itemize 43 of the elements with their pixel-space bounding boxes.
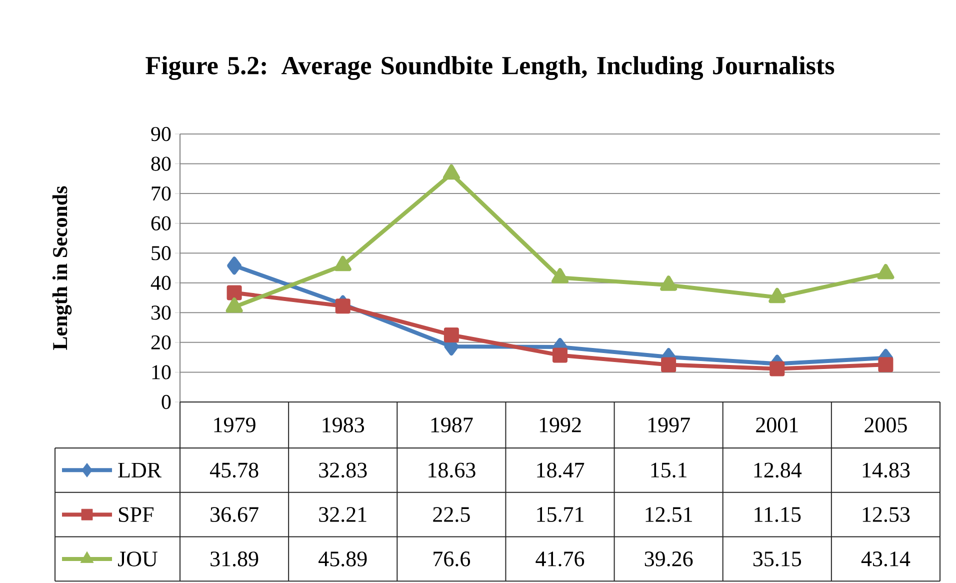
x-tick-label: 1987 bbox=[431, 418, 473, 432]
y-tick-label: 20 bbox=[151, 335, 171, 350]
data-label: 15.71 bbox=[537, 507, 584, 522]
y-tick-label: 40 bbox=[150, 276, 171, 290]
data-label: 76.6 bbox=[434, 552, 470, 566]
data-label: 45.89 bbox=[318, 552, 367, 566]
data-label: 14.83 bbox=[862, 462, 910, 478]
data-label: 31.89 bbox=[210, 552, 258, 566]
y-tick-label: 0 bbox=[162, 394, 171, 410]
x-tick-label: 2001 bbox=[756, 418, 798, 432]
y-tick-label: 30 bbox=[151, 306, 171, 320]
data-label: 45.78 bbox=[210, 462, 258, 478]
x-tick-label: 2005 bbox=[864, 418, 907, 432]
y-tick-label: 10 bbox=[152, 365, 171, 380]
data-label: 32.83 bbox=[319, 462, 367, 478]
y-tick-label: 70 bbox=[152, 186, 171, 201]
data-label: 12.84 bbox=[754, 462, 802, 478]
legend-label: SPF bbox=[119, 507, 154, 522]
y-tick-label: 80 bbox=[151, 156, 171, 171]
data-label: 36.67 bbox=[210, 507, 258, 522]
x-tick-label: 1979 bbox=[214, 418, 256, 432]
chart-title: Figure 5.2: Average Soundbite Length, Including Journalists bbox=[146, 56, 834, 80]
data-label: 18.47 bbox=[537, 462, 584, 478]
data-label: 12.51 bbox=[646, 507, 692, 522]
data-label: 32.21 bbox=[319, 507, 366, 522]
y-tick-label: 60 bbox=[151, 216, 171, 230]
data-label: 18.63 bbox=[428, 462, 476, 478]
legend-label: JOU bbox=[118, 552, 158, 566]
data-label: 35.15 bbox=[753, 552, 802, 566]
x-tick-label: 1997 bbox=[648, 418, 690, 432]
data-label: 39.26 bbox=[644, 552, 693, 566]
data-label: 12.53 bbox=[862, 507, 910, 522]
x-tick-label: 1983 bbox=[322, 418, 364, 432]
data-label: 22.5 bbox=[433, 507, 470, 522]
x-tick-label: 1992 bbox=[540, 418, 581, 432]
data-label: 11.15 bbox=[754, 507, 801, 522]
data-label: 43.14 bbox=[861, 552, 910, 566]
y-axis-title: Length in Seconds bbox=[52, 186, 72, 350]
data-label: 15.1 bbox=[651, 462, 686, 478]
y-tick-label: 50 bbox=[152, 246, 171, 260]
data-label: 41.76 bbox=[536, 552, 584, 566]
y-tick-label: 90 bbox=[151, 126, 171, 142]
legend-label: LDR bbox=[118, 462, 162, 478]
